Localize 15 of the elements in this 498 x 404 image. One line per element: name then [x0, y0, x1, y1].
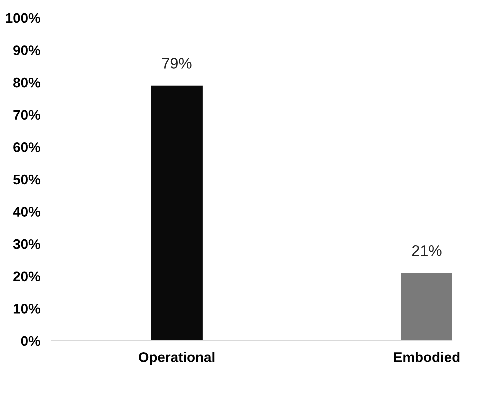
y-tick-label: 30% [13, 239, 41, 250]
y-tick-label: 40% [13, 207, 41, 217]
data-label: 79% [162, 58, 192, 69]
y-tick-label: 90% [14, 46, 41, 56]
y-tick-label: 0% [21, 336, 41, 346]
data-label: 21% [412, 245, 442, 256]
y-tick-label: 60% [14, 142, 41, 152]
x-tick-label: Embodied [394, 352, 460, 362]
y-tick-label: 10% [14, 304, 41, 314]
y-tick-label: 70% [14, 110, 41, 120]
y-tick-label: 50% [14, 174, 41, 185]
x-tick-label: Operational [138, 352, 215, 366]
y-tick-label: 100% [6, 13, 41, 24]
y-tick-label: 80% [14, 78, 41, 88]
y-tick-label: 20% [14, 272, 41, 282]
